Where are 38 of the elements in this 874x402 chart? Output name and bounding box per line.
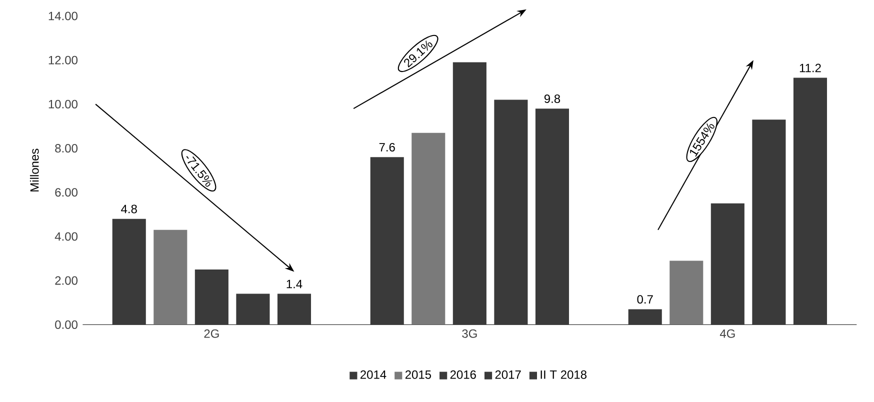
- bar: [670, 260, 704, 325]
- x-tick-label: 4G: [720, 329, 735, 338]
- bar: [412, 132, 446, 325]
- legend-label: 2014: [360, 370, 386, 379]
- x-tick-label: 3G: [462, 329, 477, 338]
- y-tick-label: 4.00: [54, 232, 78, 241]
- y-tick-label: 8.00: [55, 144, 78, 153]
- bar: [793, 78, 827, 325]
- bar: [628, 309, 662, 325]
- bar: [452, 62, 486, 325]
- legend-label: 2017: [495, 370, 521, 379]
- data-label: 1.4: [286, 280, 302, 288]
- bar: [535, 108, 569, 325]
- y-tick-label: 14.00: [48, 12, 78, 20]
- data-label: 7.6: [379, 142, 395, 152]
- y-axis-title: Millones: [30, 148, 39, 192]
- y-tick-label: 10.00: [48, 100, 78, 108]
- data-label: 11.2: [800, 64, 821, 72]
- bar: [236, 294, 270, 325]
- y-tick-label: 6.00: [55, 188, 78, 197]
- bar: [154, 230, 188, 325]
- bar: [194, 270, 228, 325]
- legend-label: 2016: [450, 370, 476, 379]
- bar: [370, 157, 404, 325]
- bar: [494, 100, 528, 325]
- legend-label: II T 2018: [540, 370, 587, 379]
- bar: [112, 218, 146, 325]
- y-tick-label: 2.00: [55, 276, 78, 285]
- legend-label: 2015: [405, 370, 432, 379]
- y-tick-label: 12.00: [48, 56, 78, 64]
- y-tick-label: 0.00: [55, 320, 78, 329]
- x-tick-label: 2G: [204, 329, 219, 338]
- bar: [277, 294, 312, 325]
- data-label: 9.8: [544, 94, 560, 103]
- data-label: 0.7: [637, 295, 653, 304]
- bar: [752, 120, 786, 325]
- bar: [710, 203, 744, 325]
- data-label: 4.8: [121, 204, 137, 214]
